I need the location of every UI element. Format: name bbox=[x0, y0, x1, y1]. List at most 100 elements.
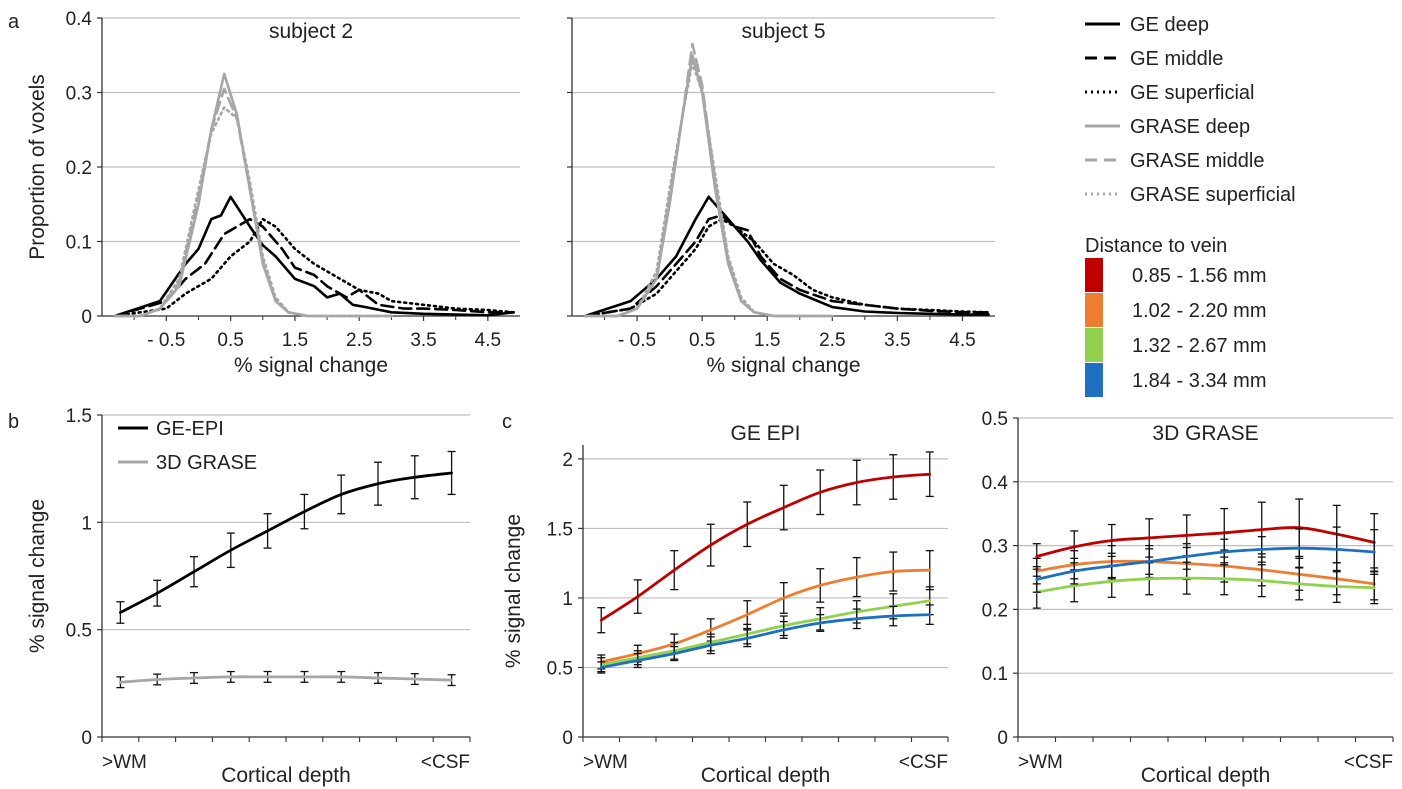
x-tick-label: 2.5 bbox=[819, 330, 845, 351]
series-line-grase-superficial bbox=[583, 61, 834, 318]
series-line-ge-epi bbox=[119, 471, 453, 614]
x-tick-label: 1.5 bbox=[754, 330, 780, 351]
y-tick-label: 1 bbox=[81, 513, 92, 534]
series-line-1-84-3-34-mm bbox=[1035, 546, 1376, 581]
series-line-grase-middle bbox=[583, 42, 834, 318]
series-ge-superficial bbox=[583, 217, 990, 318]
series-line-0-85-1-56-mm bbox=[599, 472, 932, 622]
panel-label-b: b bbox=[8, 411, 19, 433]
x-tick-label: - 0.5 bbox=[618, 330, 656, 351]
x-tick-label: 4.5 bbox=[475, 330, 501, 351]
y-tick-label: 0.1 bbox=[982, 664, 1008, 685]
legend-line-styles: GE deep GE middle GE superficial GRASE deep… bbox=[1085, 14, 1296, 206]
y-tick-label: 2 bbox=[562, 450, 573, 471]
series-line-ge-deep bbox=[113, 195, 515, 318]
legend-distance-label: 1.32 - 2.67 mm bbox=[1132, 335, 1267, 357]
y-tick-label: 0.5 bbox=[982, 409, 1008, 430]
y-tick-label: 1.5 bbox=[547, 519, 573, 540]
x-tick-label: 4.5 bbox=[949, 330, 975, 351]
series-line-1-02-2-20-mm bbox=[599, 568, 932, 664]
chart-title: GE EPI bbox=[730, 422, 800, 445]
legend-distance-label: 1.02 - 2.20 mm bbox=[1132, 300, 1267, 322]
x-tick-label: 0.5 bbox=[689, 330, 715, 351]
x-tick-label-wm: >WM bbox=[1018, 752, 1063, 773]
y-tick-label: 1 bbox=[562, 589, 573, 610]
y-tick-label: 0 bbox=[562, 728, 573, 749]
series-line-ge-middle bbox=[113, 217, 515, 318]
x-tick-label: 3.5 bbox=[884, 330, 910, 351]
legend-label-ge-deep: GE deep bbox=[1130, 14, 1209, 36]
series-ge-superficial bbox=[113, 217, 515, 318]
y-axis-label: % signal change bbox=[26, 499, 49, 653]
x-axis-label: % signal change bbox=[706, 354, 860, 377]
y-tick-label: 0.4 bbox=[982, 473, 1009, 494]
x-tick-label: 2.5 bbox=[346, 330, 372, 351]
chart-c-ge-epi: 0 0.5 1 1.5 2 >WM <CSF Cortical depth % signal c… bbox=[502, 422, 949, 787]
legend-color-d4 bbox=[1085, 363, 1103, 397]
y-tick-label: 0.2 bbox=[66, 158, 92, 179]
legend-color-d3 bbox=[1085, 328, 1103, 362]
x-tick-label: - 0.5 bbox=[147, 330, 185, 351]
legend-label-grase-superficial: GRASE superficial bbox=[1130, 184, 1296, 206]
series-line-0-85-1-56-mm bbox=[1035, 526, 1376, 558]
legend-label-ge-superficial: GE superficial bbox=[1130, 82, 1255, 104]
x-tick-label-csf: <CSF bbox=[899, 752, 948, 773]
y-axis-label: Proportion of voxels bbox=[26, 74, 49, 260]
series-line-1-32-2-67-mm bbox=[1035, 576, 1376, 594]
y-tick-label: 0.2 bbox=[982, 600, 1008, 621]
panel-label-a: a bbox=[8, 11, 20, 33]
legend-distance-label: 0.85 - 1.56 mm bbox=[1132, 265, 1267, 287]
series-ge-deep bbox=[113, 195, 515, 318]
legend-distance-label: 1.84 - 3.34 mm bbox=[1132, 370, 1267, 392]
x-tick-label: 0.5 bbox=[217, 330, 243, 351]
legend-distance-title: Distance to vein bbox=[1085, 235, 1227, 257]
series-3d-grase bbox=[116, 670, 456, 689]
x-tick-label: 1.5 bbox=[282, 330, 308, 351]
y-tick-label: 0.3 bbox=[982, 537, 1008, 558]
series-line-ge-superficial bbox=[583, 217, 990, 318]
y-tick-label: 0.5 bbox=[66, 621, 92, 642]
x-tick-label-wm: >WM bbox=[102, 752, 147, 773]
x-tick-label-csf: <CSF bbox=[421, 752, 470, 773]
series-0-85-1-56-mm bbox=[597, 451, 934, 634]
series-line-ge-deep bbox=[583, 195, 990, 318]
legend-distance-to-vein: Distance to vein 0.85 - 1.56 mm 1.02 - 2.… bbox=[1085, 235, 1267, 397]
series-ge-epi bbox=[116, 450, 456, 624]
chart-subject-2: 0 0.1 0.2 0.3 0.4 - 0.5 0.5 1.5 2.5 3.5 4.5 % signa… bbox=[26, 9, 520, 377]
y-tick-label: 0 bbox=[81, 728, 92, 749]
series-ge-middle bbox=[113, 217, 515, 318]
chart-title: 3D GRASE bbox=[1152, 422, 1258, 445]
series-line-grase-superficial bbox=[113, 106, 393, 318]
y-tick-label: 0.3 bbox=[66, 84, 92, 105]
legend-color-d1 bbox=[1085, 258, 1103, 292]
y-tick-label: 0 bbox=[81, 307, 92, 328]
chart-b-ge-vs-grase: 0 0.5 1 1.5 >WM <CSF Cortical depth % signal ch… bbox=[26, 406, 471, 787]
x-tick-label: 3.5 bbox=[410, 330, 436, 351]
series-line-ge-superficial bbox=[113, 217, 515, 318]
series-grase-superficial bbox=[113, 106, 393, 318]
series-0-85-1-56-mm bbox=[1032, 498, 1379, 572]
x-tick-label-wm: >WM bbox=[583, 752, 628, 773]
series-line-1-84-3-34-mm bbox=[599, 613, 932, 669]
legend-label-grase-deep: GRASE deep bbox=[1130, 116, 1250, 138]
series-1-02-2-20-mm bbox=[597, 550, 934, 670]
x-axis-label: Cortical depth bbox=[1141, 764, 1271, 787]
y-axis-label: % signal change bbox=[502, 514, 525, 668]
legend-label-3d-grase: 3D GRASE bbox=[156, 452, 257, 474]
series-ge-deep bbox=[583, 195, 990, 318]
y-tick-label: 0.4 bbox=[66, 9, 93, 30]
series-1-84-3-34-mm bbox=[597, 604, 934, 674]
series-line-1-02-2-20-mm bbox=[1035, 559, 1376, 586]
x-axis-label: % signal change bbox=[234, 354, 388, 377]
series-line-3d-grase bbox=[119, 675, 453, 684]
y-tick-label: 0 bbox=[997, 728, 1008, 749]
legend-label-ge-epi: GE-EPI bbox=[156, 418, 224, 440]
series-grase-middle bbox=[583, 42, 834, 318]
legend-panel-b: GE-EPI 3D GRASE bbox=[118, 418, 257, 474]
y-tick-label: 0.1 bbox=[66, 233, 92, 254]
y-tick-label: 1.5 bbox=[66, 406, 92, 427]
series-grase-superficial bbox=[583, 61, 834, 318]
chart-c-3d-grase: 0 0.1 0.2 0.3 0.4 0.5 >WM <CSF Cortical depth 3D … bbox=[982, 409, 1394, 787]
legend-color-d2 bbox=[1085, 293, 1103, 327]
